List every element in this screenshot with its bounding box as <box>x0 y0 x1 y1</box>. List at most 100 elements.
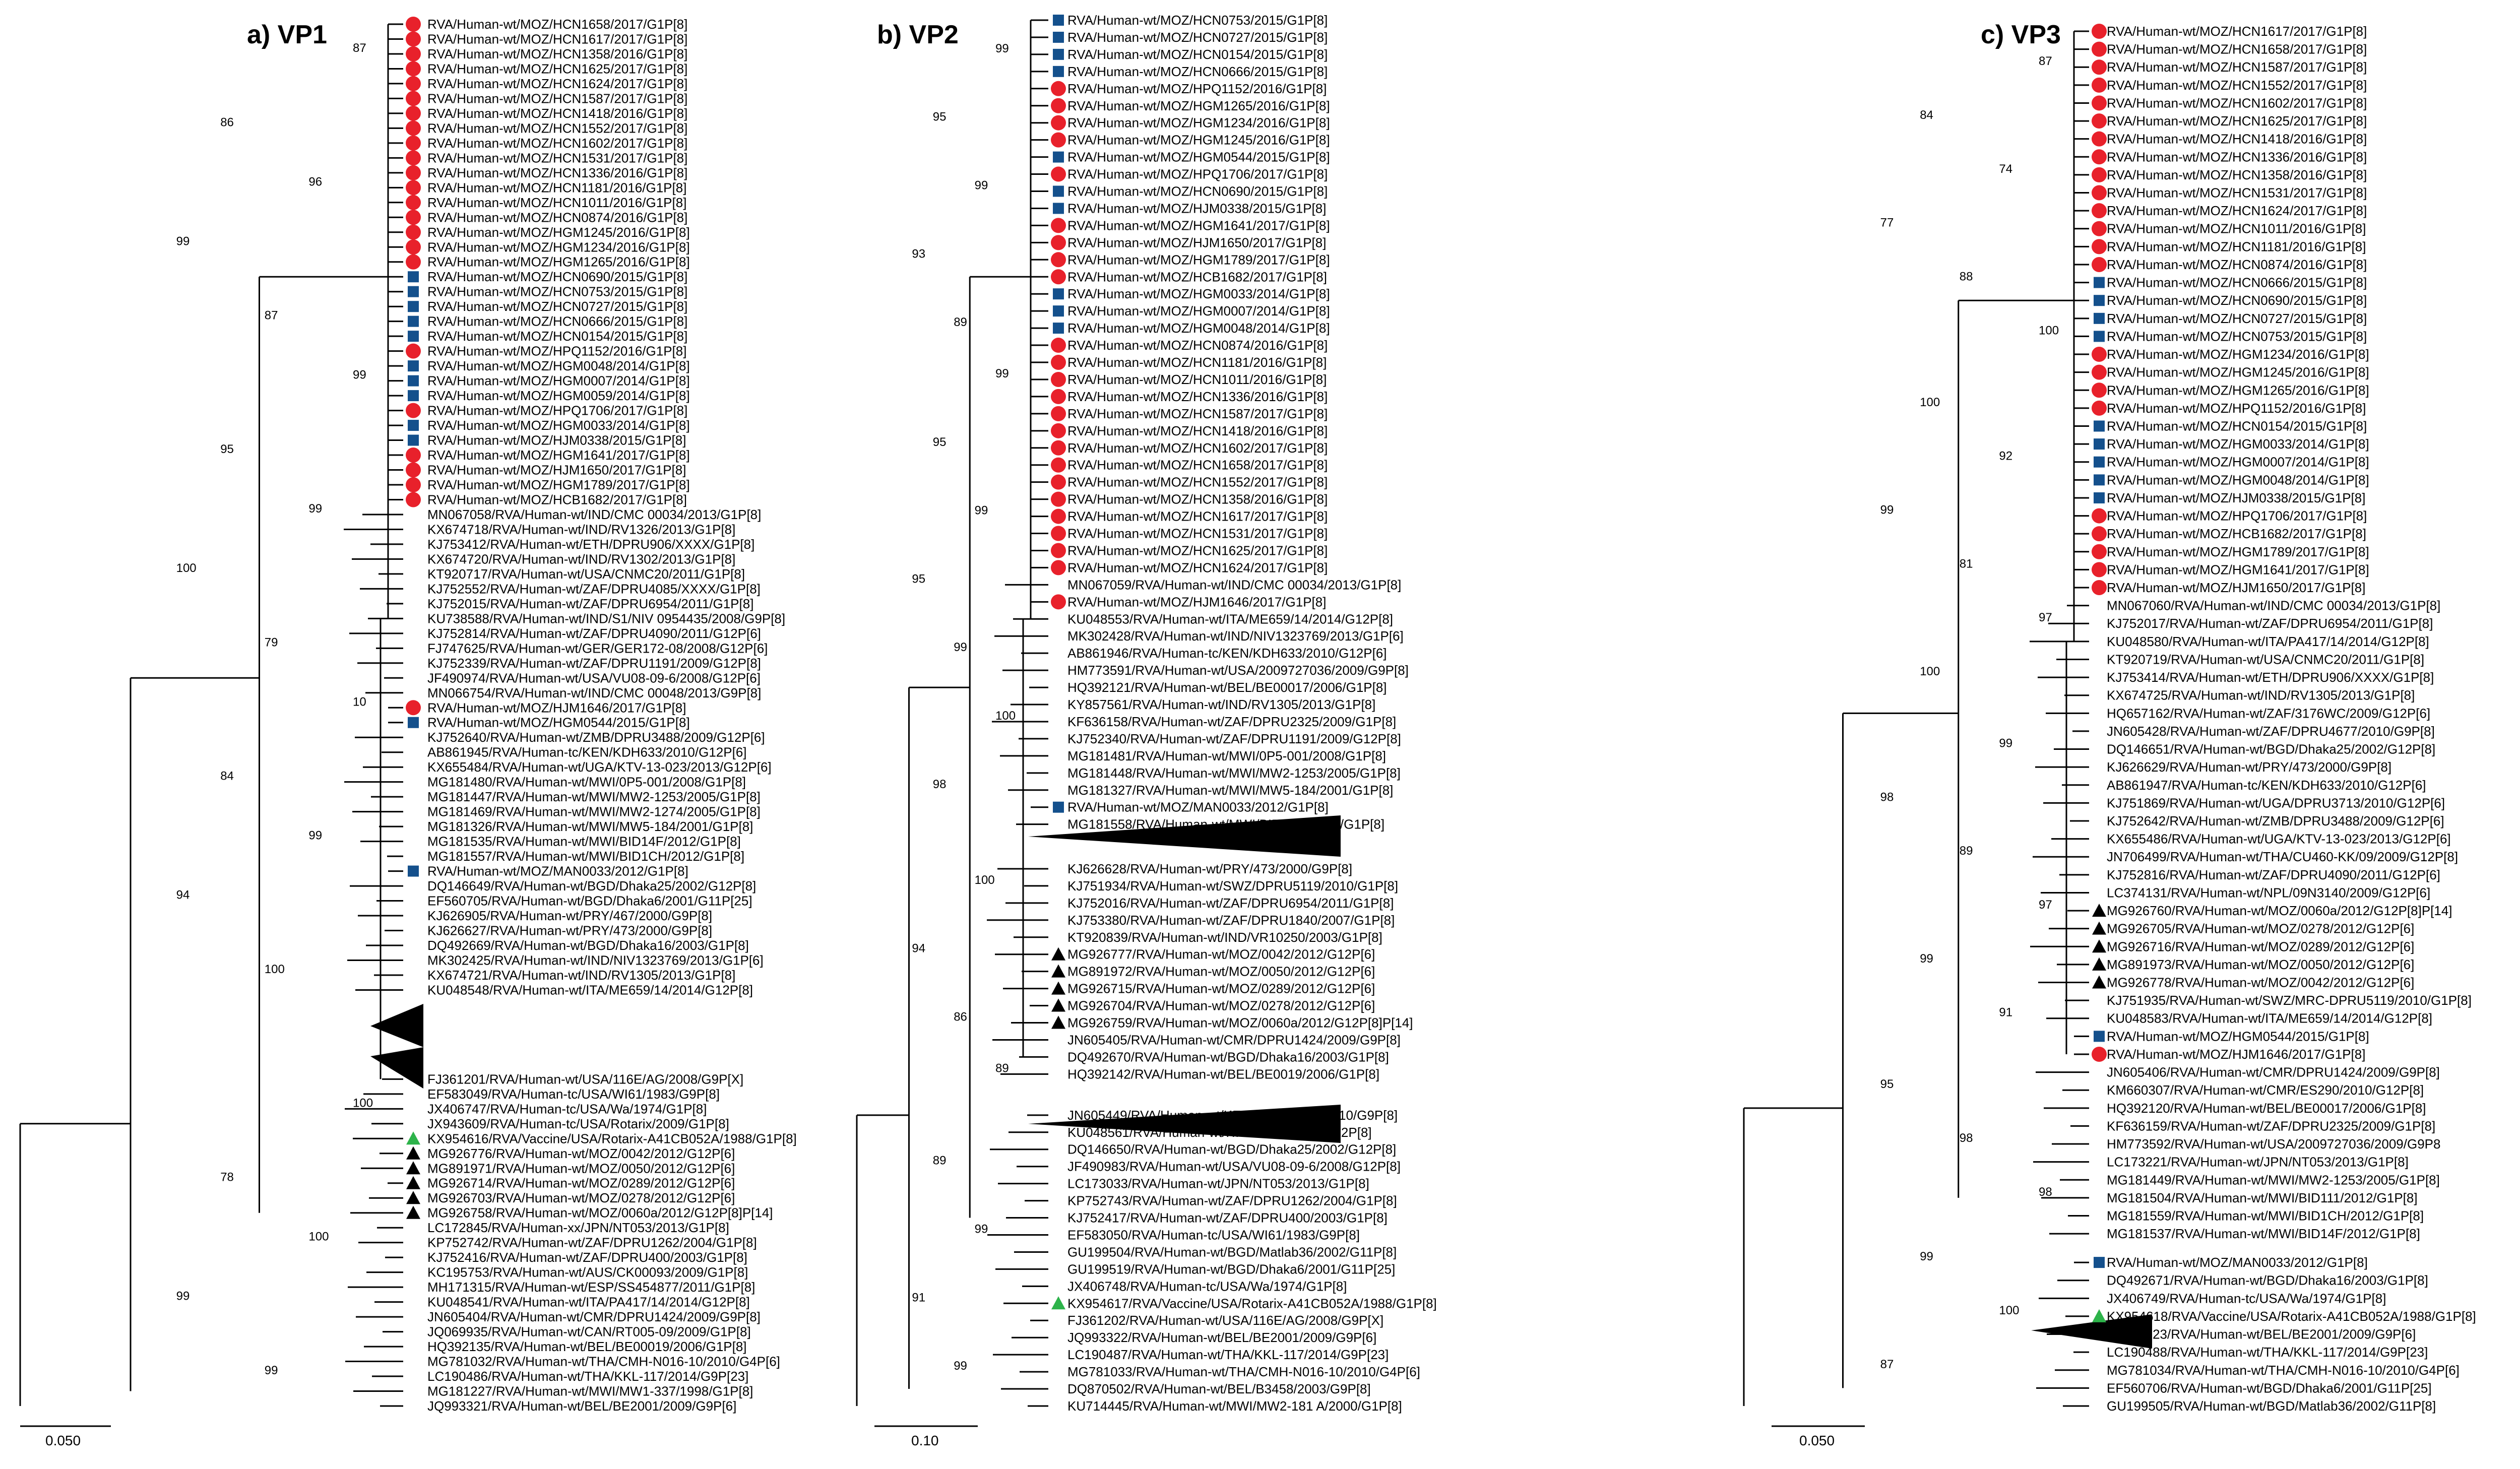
leaf-label: MG181559/RVA/Human-wt/MWI/BID1CH/2012/G1… <box>2107 1208 2424 1223</box>
bootstrap-label: 79 <box>265 635 278 649</box>
moz-2016-2017-circle-icon <box>2092 508 2107 524</box>
leaf-label: RVA/Human-wt/MOZ/HJM1646/2017/G1P[8] <box>427 700 686 715</box>
leaf-label: MG181557/RVA/Human-wt/MWI/BID1CH/2012/G1… <box>427 849 744 864</box>
bootstrap-label: 91 <box>1999 1006 2012 1019</box>
leaf-label: KJ752017/RVA/Human-wt/ZAF/DPRU6954/2011/… <box>2107 616 2433 631</box>
panel-vp1: a) VP1 0.050 RVA/Human-wt/MOZ/HCN1658/20… <box>19 17 797 1448</box>
leaf-label: RVA/Human-wt/MOZ/HCN1625/2017/G1P[8] <box>427 61 687 76</box>
bootstrap-label: 77 <box>1880 216 1894 230</box>
bootstrap-label: 86 <box>220 115 234 129</box>
moz-2016-2017-circle-icon <box>406 700 421 716</box>
leaves: RVA/Human-wt/MOZ/HCN1658/2017/G1P[8] RVA/… <box>406 17 797 1414</box>
leaf-label: RVA/Human-wt/MOZ/HCN0666/2015/G1P[8] <box>427 314 687 329</box>
reference-triangle-icon <box>2092 939 2106 953</box>
moz-2016-2017-circle-icon <box>2092 131 2107 147</box>
leaf-label: FJ361201/RVA/Human-wt/USA/116E/AG/2008/G… <box>427 1071 743 1087</box>
leaf-label: KT920839/RVA/Human-wt/IND/VR10250/2003/G… <box>1067 930 1382 945</box>
leaf-label: RVA/Human-wt/MOZ/HCN1617/2017/G1P[8] <box>2107 24 2367 39</box>
leaf-label: MG926704/RVA/Human-wt/MOZ/0278/2012/G12P… <box>1067 998 1375 1013</box>
leaf-label: RVA/Human-wt/MOZ/HCN1418/2016/G1P[8] <box>427 106 687 121</box>
bootstrap-label: 99 <box>995 367 1009 380</box>
leaf-label: JQ993321/RVA/Human-wt/BEL/BE2001/2009/G9… <box>427 1398 736 1414</box>
leaf-label: RVA/Human-wt/MOZ/HJM0338/2015/G1P[8] <box>427 433 686 448</box>
moz-2016-2017-circle-icon <box>2092 77 2107 93</box>
leaf-label: RVA/Human-wt/MOZ/HCN1011/2016/G1P[8] <box>427 195 686 210</box>
leaf-label: MG781034/RVA/Human-wt/THA/CMH-N016-10/20… <box>2107 1363 2460 1378</box>
leaf-label: RVA/Human-wt/MOZ/HCN0690/2015/G1P[8] <box>2107 293 2367 308</box>
leaf-label: MG181447/RVA/Human-wt/MWI/MW2-1253/2005/… <box>427 789 761 804</box>
leaf-label: KF636158/RVA/Human-wt/ZAF/DPRU2325/2009/… <box>1067 714 1396 729</box>
leaf-label: RVA/Human-wt/MOZ/HCN1658/2017/G1P[8] <box>427 17 687 32</box>
leaf-label: RVA/Human-wt/MOZ/HCN1625/2017/G1P[8] <box>1067 543 1328 558</box>
leaf-label: HQ392142/RVA/Human-wt/BEL/BE0019/2006/G1… <box>1067 1066 1379 1081</box>
moz-2014-2015-square-icon <box>408 315 419 327</box>
leaf-label: LC172845/RVA/Human-xx/JPN/NT053/2013/G1P… <box>427 1220 729 1235</box>
bootstrap-label: 95 <box>933 435 947 449</box>
leaf-label: MG926777/RVA/Human-wt/MOZ/0042/2012/G12P… <box>1067 947 1375 962</box>
moz-2016-2017-circle-icon <box>406 31 421 47</box>
leaf-label: MG181227/RVA/Human-wt/MWI/MW1-337/1998/G… <box>427 1384 753 1399</box>
leaf-label: HQ392121/RVA/Human-wt/BEL/BE00017/2006/G… <box>1067 680 1387 695</box>
moz-2016-2017-circle-icon <box>2092 221 2107 236</box>
leaf-label: KJ752814/RVA/Human-wt/ZAF/DPRU4090/2011/… <box>427 626 761 641</box>
moz-2014-2015-square-icon <box>2094 438 2105 450</box>
moz-2016-2017-circle-icon <box>1051 81 1066 96</box>
moz-2016-2017-circle-icon <box>2092 95 2107 111</box>
reference-triangle-icon <box>1051 981 1065 995</box>
leaf-label: KY857561/RVA/Human-wt/IND/RV1305/2013/G1… <box>1067 697 1375 712</box>
leaf-label: RVA/Human-wt/MOZ/HCN1625/2017/G1P[8] <box>2107 113 2367 129</box>
leaf-label: KJ752552/RVA/Human-wt/ZAF/DPRU4085/XXXX/… <box>427 581 761 596</box>
collapsed-clades-vp3 <box>2031 1314 2152 1349</box>
leaf-label: RVA/Human-wt/MOZ/HGM1265/2016/G1P[8] <box>2107 382 2369 398</box>
leaf-label: MG781032/RVA/Human-wt/THA/CMH-N016-10/20… <box>427 1354 780 1369</box>
leaf-label: RVA/Human-wt/MOZ/HCB1682/2017/G1P[8] <box>427 492 687 507</box>
moz-2016-2017-circle-icon <box>1051 115 1066 131</box>
leaf-label: AB861945/RVA/Human-tc/KEN/KDH633/2010/G1… <box>427 745 747 760</box>
leaf-label: MG181481/RVA/Human-wt/MWI/0P5-001/2008/G… <box>1067 748 1386 763</box>
bootstrap-label: 95 <box>912 572 925 586</box>
scale-bar-label: 0.050 <box>45 1433 81 1448</box>
leaf-label: MG181504/RVA/Human-wt/MWI/BID111/2012/G1… <box>2107 1190 2418 1205</box>
leaf-label: GU199504/RVA/Human-wt/BGD/Matlab36/2002/… <box>1067 1244 1397 1259</box>
bootstrap-label: 87 <box>353 41 366 55</box>
moz-2016-2017-circle-icon <box>1051 355 1066 370</box>
leaf-label: RVA/Human-wt/MOZ/HCN0753/2015/G1P[8] <box>1067 13 1328 28</box>
moz-2014-2015-square-icon <box>1053 31 1064 43</box>
bootstrap-label: 87 <box>1880 1358 1894 1371</box>
leaf-label: RVA/Human-wt/MOZ/HPQ1706/2017/G1P[8] <box>1067 167 1328 182</box>
leaf-label: RVA/Human-wt/MOZ/HGM0033/2014/G1P[8] <box>1067 286 1330 301</box>
leaf-label: RVA/Human-wt/MOZ/HCN0874/2016/G1P[8] <box>1067 338 1328 353</box>
moz-2016-2017-circle-icon <box>2092 400 2107 416</box>
leaf-label: RVA/Human-wt/MOZ/HGM0033/2014/G1P[8] <box>2107 436 2369 452</box>
leaf-label: RVA/Human-wt/MOZ/HJM1650/2017/G1P[8] <box>1067 235 1326 250</box>
moz-2016-2017-circle-icon <box>406 76 421 91</box>
moz-2016-2017-circle-icon <box>406 91 421 106</box>
moz-2014-2015-square-icon <box>408 301 419 312</box>
leaf-label: KJ751935/RVA/Human-wt/SWZ/MRC-DPRU5119/2… <box>2107 993 2472 1008</box>
leaf-label: RVA/Human-wt/MOZ/HGM0048/2014/G1P[8] <box>427 358 690 373</box>
leaf-label: EF560706/RVA/Human-wt/BGD/Dhaka6/2001/G1… <box>2107 1380 2432 1395</box>
leaf-label: RVA/Human-wt/MOZ/HGM1789/2017/G1P[8] <box>427 477 690 492</box>
leaf-label: LC190488/RVA/Human-wt/THA/KKL-117/2014/G… <box>2107 1345 2428 1360</box>
leaf-label: RVA/Human-wt/MOZ/HGM0007/2014/G1P[8] <box>1067 303 1330 318</box>
moz-2016-2017-circle-icon <box>406 477 421 492</box>
moz-2016-2017-circle-icon <box>406 343 421 359</box>
moz-2016-2017-circle-icon <box>2092 239 2107 254</box>
bootstrap-label: 98 <box>2039 1185 2052 1199</box>
leaf-label: KM660307/RVA/Human-wt/CMR/ES290/2010/G12… <box>2107 1082 2424 1098</box>
bootstrap-label: 98 <box>1960 1131 1973 1145</box>
leaf-label: RVA/Human-wt/MOZ/HGM0059/2014/G1P[8] <box>427 388 690 403</box>
leaf-label: MG926714/RVA/Human-wt/MOZ/0289/2012/G12P… <box>427 1176 735 1191</box>
moz-2016-2017-circle-icon <box>1051 560 1066 576</box>
leaf-label: RVA/Human-wt/MOZ/HCB1682/2017/G1P[8] <box>1067 269 1327 284</box>
leaf-label: RVA/Human-wt/MOZ/HCN1552/2017/G1P[8] <box>427 120 687 136</box>
collapsed-clade <box>370 1047 423 1089</box>
moz-2016-2017-circle-icon <box>1051 252 1066 268</box>
leaf-label: RVA/Human-wt/MOZ/HGM1641/2017/G1P[8] <box>427 448 690 463</box>
moz-2016-2017-circle-icon <box>2092 167 2107 182</box>
moz-2014-2015-square-icon <box>2094 420 2105 432</box>
moz-2014-2015-square-icon <box>408 271 419 283</box>
leaf-label: RVA/Human-wt/MOZ/HCN0727/2015/G1P[8] <box>1067 30 1328 45</box>
moz-2016-2017-circle-icon <box>1051 269 1066 285</box>
bootstrap-label: 99 <box>1880 503 1894 517</box>
